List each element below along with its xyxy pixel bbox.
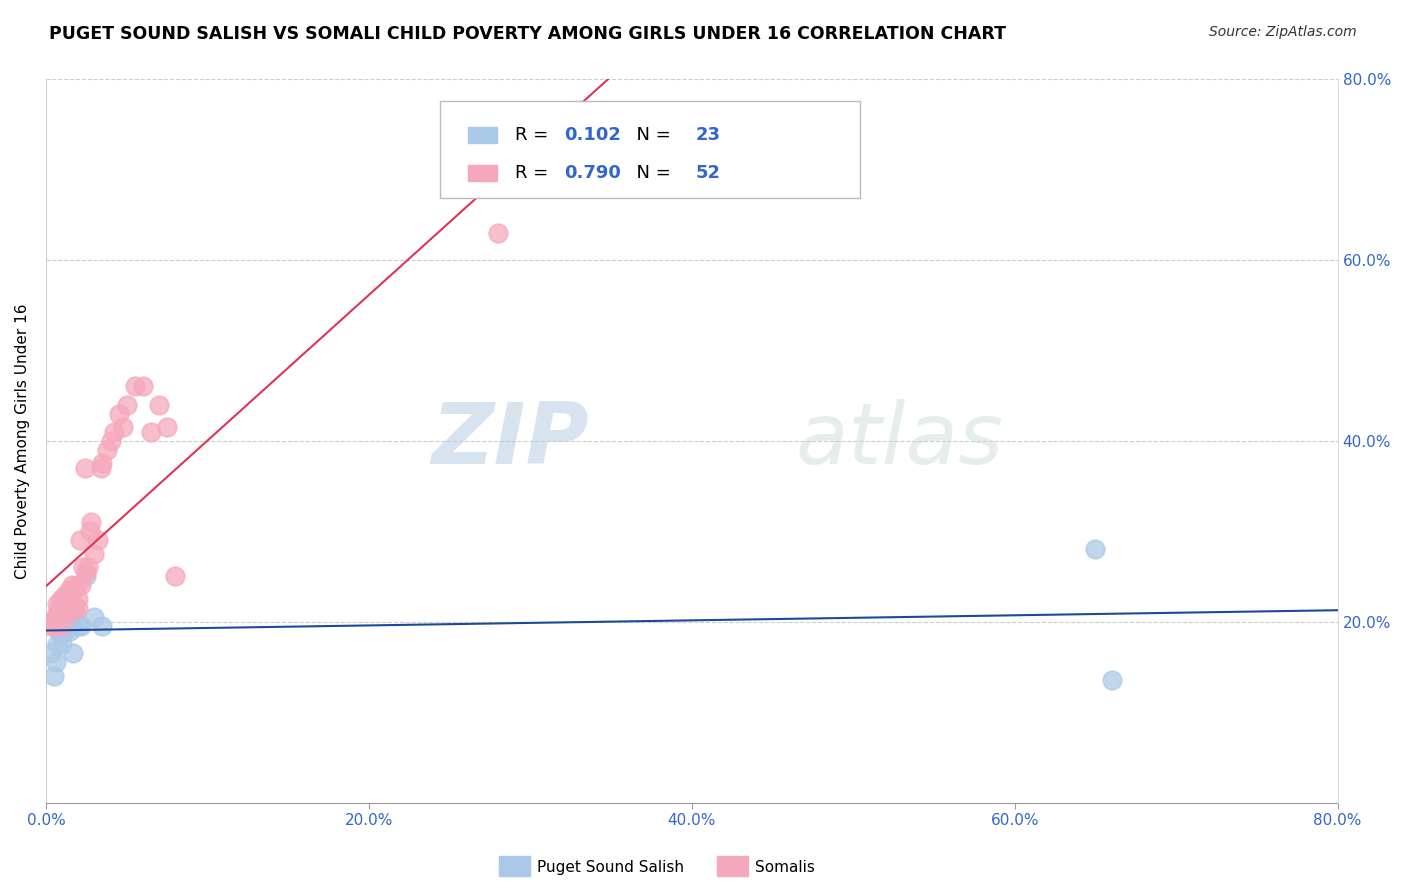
Text: R =: R = — [515, 126, 554, 144]
Point — [60, 619, 83, 633]
Text: 0.790: 0.790 — [564, 164, 621, 182]
Point — [79, 524, 101, 539]
Point — [60, 578, 83, 592]
Point — [52, 592, 75, 607]
Point — [616, 117, 638, 131]
Point — [51, 601, 73, 615]
Point — [1084, 542, 1107, 557]
Point — [48, 624, 70, 638]
Point — [67, 601, 90, 615]
Text: N =: N = — [624, 164, 676, 182]
Text: Puget Sound Salish: Puget Sound Salish — [537, 860, 685, 874]
Point — [75, 569, 97, 583]
Point — [45, 656, 67, 670]
Point — [90, 461, 112, 475]
Point — [83, 610, 105, 624]
Point — [156, 420, 179, 434]
Point — [46, 637, 69, 651]
Y-axis label: Child Poverty Among Girls Under 16: Child Poverty Among Girls Under 16 — [15, 303, 30, 579]
Point — [39, 646, 62, 660]
Point — [91, 619, 114, 633]
Point — [46, 606, 69, 620]
Point — [52, 615, 75, 629]
Point — [67, 619, 90, 633]
Text: ZIP: ZIP — [430, 400, 589, 483]
Point — [59, 606, 82, 620]
Point — [73, 461, 96, 475]
Point — [59, 624, 82, 638]
Point — [56, 601, 79, 615]
Point — [91, 456, 114, 470]
Point — [52, 601, 75, 615]
Point — [96, 442, 118, 457]
Point — [56, 606, 79, 620]
Point — [66, 578, 89, 592]
Point — [86, 533, 108, 548]
Point — [51, 601, 73, 615]
Point — [53, 587, 76, 601]
Text: 52: 52 — [696, 164, 721, 182]
Point — [1101, 673, 1123, 688]
Point — [115, 398, 138, 412]
Point — [103, 425, 125, 439]
Point — [100, 434, 122, 448]
Point — [46, 597, 69, 611]
Point — [39, 619, 62, 633]
Text: N =: N = — [624, 126, 676, 144]
FancyBboxPatch shape — [440, 101, 859, 198]
Point — [63, 601, 86, 615]
Point — [58, 610, 80, 624]
Text: R =: R = — [515, 164, 554, 182]
Point — [124, 379, 146, 393]
Text: Source: ZipAtlas.com: Source: ZipAtlas.com — [1209, 25, 1357, 39]
Point — [148, 398, 170, 412]
Point — [70, 578, 93, 592]
Point — [62, 646, 84, 660]
Point — [49, 592, 72, 607]
Point — [51, 637, 73, 651]
Point — [49, 628, 72, 642]
Point — [80, 515, 103, 529]
Text: PUGET SOUND SALISH VS SOMALI CHILD POVERTY AMONG GIRLS UNDER 16 CORRELATION CHAR: PUGET SOUND SALISH VS SOMALI CHILD POVER… — [49, 25, 1007, 43]
Text: Somalis: Somalis — [755, 860, 815, 874]
Point — [42, 669, 65, 683]
Point — [112, 420, 135, 434]
Point — [58, 592, 80, 607]
FancyBboxPatch shape — [468, 165, 496, 181]
Point — [139, 425, 162, 439]
Point — [51, 619, 73, 633]
Point — [486, 226, 509, 240]
Point — [77, 560, 100, 574]
Point — [83, 547, 105, 561]
Point — [42, 619, 65, 633]
Point — [70, 619, 93, 633]
Point — [48, 601, 70, 615]
Point — [59, 587, 82, 601]
Text: 0.102: 0.102 — [564, 126, 621, 144]
Point — [75, 565, 97, 579]
Text: atlas: atlas — [796, 400, 1002, 483]
Point — [60, 592, 83, 607]
Point — [165, 569, 187, 583]
Point — [107, 407, 129, 421]
Point — [63, 606, 86, 620]
Point — [67, 592, 90, 607]
Point — [132, 379, 155, 393]
FancyBboxPatch shape — [468, 127, 496, 143]
Point — [53, 597, 76, 611]
Point — [62, 582, 84, 597]
Point — [53, 624, 76, 638]
Point — [58, 582, 80, 597]
Point — [72, 560, 94, 574]
Point — [45, 610, 67, 624]
Text: 23: 23 — [696, 126, 721, 144]
Point — [69, 533, 91, 548]
Point — [41, 615, 63, 629]
